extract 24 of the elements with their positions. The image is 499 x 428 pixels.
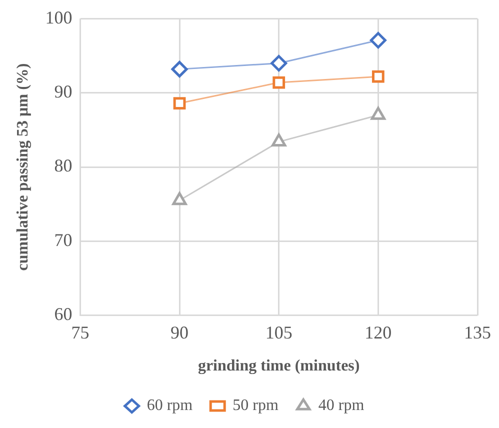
point [370, 32, 386, 49]
point [272, 76, 286, 89]
point [173, 97, 186, 110]
y-tick-label: 60 [54, 304, 72, 324]
x-tick-label: 90 [170, 322, 189, 343]
x-tick-label: 105 [265, 322, 292, 343]
y-axis-title: cumulative passing 53 µm (%) [14, 63, 32, 271]
y-tick-label: 80 [54, 156, 72, 176]
point [171, 60, 188, 78]
point [270, 55, 288, 72]
legend-label: 40 rpm [318, 397, 365, 414]
point [172, 192, 187, 206]
x-tick-label: 75 [71, 322, 90, 343]
x-tick-label: 120 [364, 322, 392, 343]
legend-label: 50 rpm [232, 397, 279, 414]
point [272, 134, 286, 147]
x-axis-title: grinding time (minutes) [198, 358, 360, 375]
point [372, 70, 384, 83]
y-tick-label: 100 [45, 8, 72, 28]
y-tick-label: 90 [54, 82, 72, 102]
point [370, 106, 386, 120]
x-tick-label: 135 [464, 322, 491, 343]
legend-label: 60 rpm [146, 397, 194, 414]
y-tick-label: 70 [54, 230, 72, 250]
